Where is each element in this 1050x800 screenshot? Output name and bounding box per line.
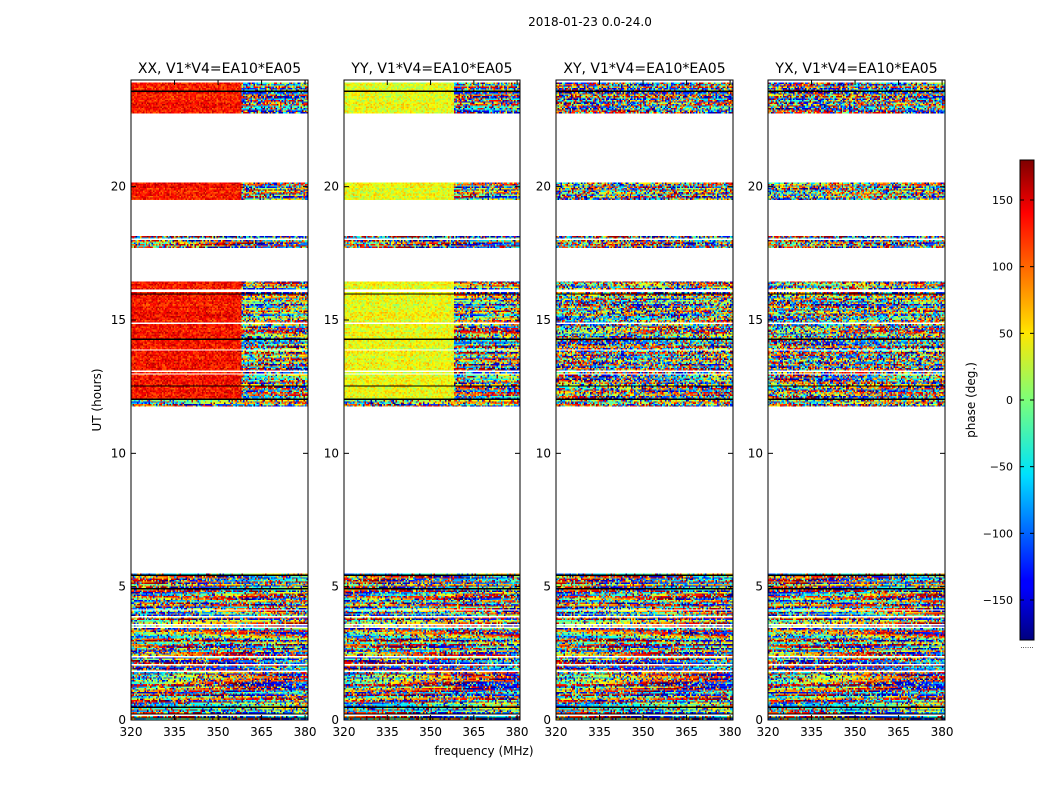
- y-tick-label: 5: [331, 580, 339, 594]
- panel-xy-heatmap: [556, 80, 733, 720]
- y-tick-label: 15: [748, 313, 763, 327]
- x-tick-label: 365: [887, 725, 910, 739]
- panel-xx-title: XX, V1*V4=EA10*EA05: [138, 61, 301, 77]
- panel-yy-frame: [343, 79, 521, 721]
- x-tick-label: 335: [800, 725, 823, 739]
- x-tick-label: 350: [419, 725, 442, 739]
- colorbar-bottom-text: ......: [1020, 642, 1033, 650]
- y-tick-label: 0: [755, 713, 763, 727]
- x-tick-label: 350: [632, 725, 655, 739]
- colorbar-tick-label: 50: [999, 327, 1013, 340]
- y-tick-label: 5: [755, 580, 763, 594]
- x-tick-label: 335: [588, 725, 611, 739]
- panel-xy: XY, V1*V4=EA10*EA05: [555, 61, 734, 721]
- y-tick-label: 10: [536, 446, 551, 460]
- x-tick-label: 350: [207, 725, 230, 739]
- panel-yy: YY, V1*V4=EA10*EA05: [343, 61, 521, 721]
- x-axis-label: frequency (MHz): [434, 744, 533, 758]
- y-tick-label: 0: [118, 713, 126, 727]
- y-tick-label: 20: [324, 180, 339, 194]
- panel-xy-title: XY, V1*V4=EA10*EA05: [563, 61, 725, 77]
- x-tick-label: 380: [506, 725, 529, 739]
- colorbar-tick-label: 150: [992, 194, 1013, 207]
- y-tick-label: 10: [111, 446, 126, 460]
- x-tick-label: 365: [462, 725, 485, 739]
- panel-xx-frame: [130, 79, 309, 721]
- x-tick-label: 350: [844, 725, 867, 739]
- panel-yx: YX, V1*V4=EA10*EA05: [767, 61, 946, 721]
- y-tick-label: 15: [324, 313, 339, 327]
- y-tick-label: 15: [536, 313, 551, 327]
- colorbar-tick-label: 0: [1006, 394, 1013, 407]
- colorbar-tick-label: 100: [992, 261, 1013, 274]
- y-tick-label: 5: [543, 580, 551, 594]
- x-tick-label: 320: [545, 725, 568, 739]
- y-axis-label: UT (hours): [90, 368, 104, 431]
- x-tick-label: 380: [931, 725, 954, 739]
- colorbar-tick-label: −100: [983, 527, 1013, 540]
- panel-yx-frame: [767, 79, 946, 721]
- y-tick-label: 0: [543, 713, 551, 727]
- panel-yy-heatmap: [344, 80, 520, 720]
- x-tick-label: 380: [719, 725, 742, 739]
- x-tick-label: 380: [294, 725, 317, 739]
- panel-xy-frame: [555, 79, 734, 721]
- y-tick-label: 10: [748, 446, 763, 460]
- panel-yx-heatmap: [768, 80, 945, 720]
- y-tick-label: 20: [111, 180, 126, 194]
- x-tick-label: 335: [376, 725, 399, 739]
- colorbar: −150 −100 −50 0 50 100 150 phase (deg.) ......: [964, 159, 1035, 650]
- axis-ticks: 320 335 350 365 380 0 5 10 15 20 320 335 350 365 380 0 5…: [111, 80, 954, 739]
- y-tick-label: 20: [536, 180, 551, 194]
- x-tick-label: 365: [250, 725, 273, 739]
- panel-xx-heatmap: [131, 80, 308, 720]
- panel-yy-title: YY, V1*V4=EA10*EA05: [350, 61, 512, 77]
- colorbar-tick-label: −50: [990, 461, 1013, 474]
- x-tick-label: 320: [757, 725, 780, 739]
- y-tick-label: 5: [118, 580, 126, 594]
- y-tick-label: 15: [111, 313, 126, 327]
- x-tick-label: 320: [120, 725, 143, 739]
- colorbar-label: phase (deg.): [964, 362, 978, 438]
- panel-yx-title: YX, V1*V4=EA10*EA05: [774, 61, 937, 77]
- x-tick-label: 335: [163, 725, 186, 739]
- panel-xx: XX, V1*V4=EA10*EA05: [130, 61, 309, 721]
- x-tick-label: 320: [333, 725, 356, 739]
- colorbar-tick-label: −150: [983, 594, 1013, 607]
- x-tick-label: 365: [675, 725, 698, 739]
- y-tick-label: 0: [331, 713, 339, 727]
- figure-title: 2018-01-23 0.0-24.0: [528, 15, 652, 29]
- colorbar-ticks: −150 −100 −50 0 50 100 150: [983, 194, 1034, 607]
- y-tick-label: 10: [324, 446, 339, 460]
- y-tick-label: 20: [748, 180, 763, 194]
